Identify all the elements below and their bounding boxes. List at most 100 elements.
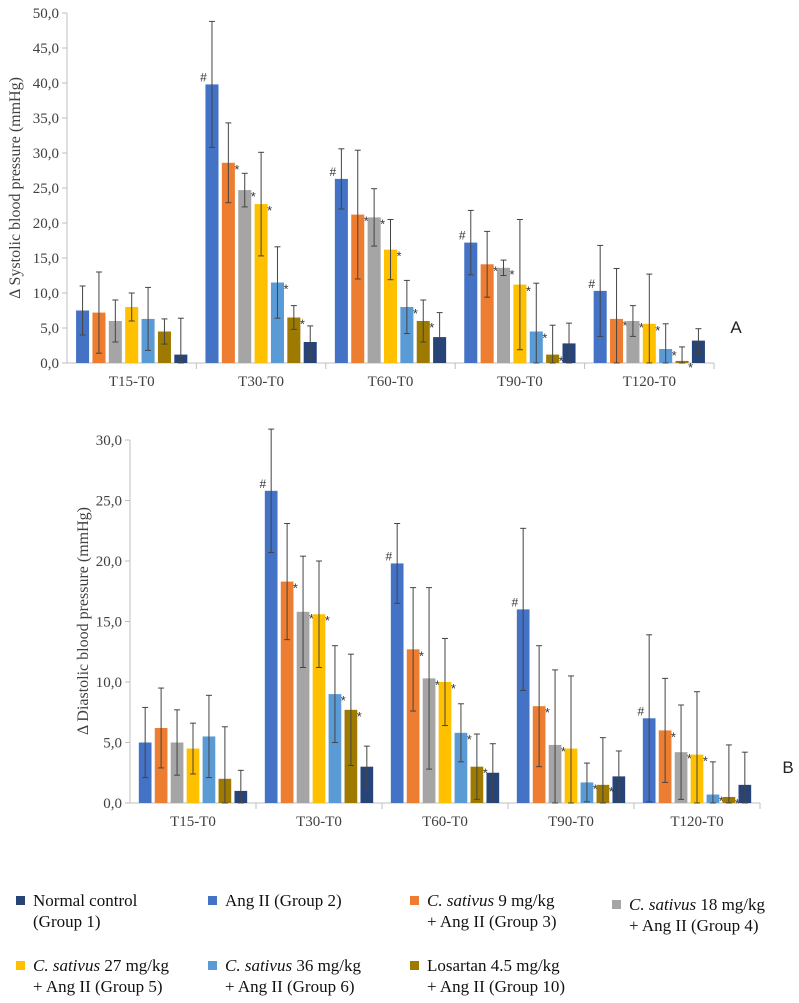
panel-a-bar xyxy=(270,282,284,363)
panel-b-significance-mark: * xyxy=(293,581,298,596)
panel-a-x-tick-label: T30-T0 xyxy=(238,374,284,390)
panel-b-y-tick-label: 15,0 xyxy=(96,615,122,631)
panel-a-bar xyxy=(497,267,511,363)
panel-a-bar xyxy=(205,84,219,364)
panel-a-y-tick-label: 20,0 xyxy=(33,216,59,232)
legend-swatch xyxy=(410,896,419,905)
panel-a-bar xyxy=(383,249,398,363)
figure-canvas: 0,0 5,0 10,0 15,0 20,0 25,0 30,0 35,0 40,0 45,0 50… xyxy=(7,6,794,830)
panel-b-significance-mark: * xyxy=(703,754,708,769)
panel-b-bar xyxy=(328,694,342,803)
panel-b-bar xyxy=(312,614,326,803)
panel-b-significance-mark: # xyxy=(385,549,392,563)
panel-b-bar xyxy=(186,748,200,803)
panel-a-y-tick-label: 50,0 xyxy=(33,6,59,22)
panel-b-significance-mark: * xyxy=(561,744,566,759)
panel-a-significance-mark: # xyxy=(200,70,207,84)
legend-swatch xyxy=(410,961,419,970)
panel-b-bar xyxy=(406,649,420,803)
panel-a-label: A xyxy=(730,318,742,337)
panel-b-significance-mark: * xyxy=(309,611,314,626)
legend-swatch xyxy=(16,896,25,905)
panel-a-significance-mark: * xyxy=(234,162,239,177)
panel-b-significance-mark: * xyxy=(357,709,362,724)
panel-a-x-tick-label: T90-T0 xyxy=(497,374,543,390)
panel-a-significance-mark: * xyxy=(510,267,515,282)
panel-b-significance-mark: * xyxy=(325,613,330,628)
panel-a-bar xyxy=(480,264,494,363)
panel-a-y-tick-label: 15,0 xyxy=(33,251,59,267)
panel-a-bar xyxy=(238,190,252,363)
legend-label: Losartan 4.5 mg/kg + Ang II (Group 10) xyxy=(427,956,566,996)
panel-a-bar xyxy=(367,217,381,363)
panel-b-significance-mark: * xyxy=(593,781,598,796)
panel-a-y-tick-label: 5,0 xyxy=(40,321,59,337)
legend-label: Normal control (Group 1) xyxy=(33,891,138,931)
panel-a-significance-mark: * xyxy=(639,320,644,335)
panel-a-bar xyxy=(221,162,235,363)
panel-b-y-tick-label: 0,0 xyxy=(103,796,122,812)
legend-label: C. sativus 36 mg/kg + Ang II (Group 6) xyxy=(225,956,362,996)
panel-b-significance-mark: * xyxy=(435,677,440,692)
panel-b-bar xyxy=(280,581,294,803)
panel-b-significance-mark: * xyxy=(719,794,724,809)
panel-a-y-axis-label: Δ Systolic blood pressure (mmHg) xyxy=(7,77,24,299)
legend-item-cs-18: C. sativus 18 mg/kg + Ang II (Group 4) xyxy=(612,894,765,936)
panel-b-bar xyxy=(516,609,530,803)
legend-label: C. sativus 18 mg/kg + Ang II (Group 4) xyxy=(629,895,766,935)
panel-b-significance-mark: * xyxy=(341,693,346,708)
panel-b-bar xyxy=(454,732,468,803)
panel-b-bar xyxy=(296,611,310,803)
panel-b-y-tick-label: 20,0 xyxy=(96,554,122,570)
legend-item-ang-ii: Ang II (Group 2) xyxy=(208,890,342,911)
panel-b-significance-mark: * xyxy=(483,766,488,781)
panel-a-x-tick-label: T60-T0 xyxy=(368,374,414,390)
panel-a-bar xyxy=(464,242,478,363)
panel-a-bar xyxy=(351,214,365,363)
panel-b-bar xyxy=(390,563,404,803)
legend-swatch xyxy=(16,961,25,970)
legend-item-cs-27: C. sativus 27 mg/kg + Ang II (Group 5) xyxy=(16,955,169,997)
panel-a-significance-mark: * xyxy=(688,360,693,375)
panel-b-significance-mark: * xyxy=(609,784,614,799)
panel-b-significance-mark: # xyxy=(259,477,266,491)
panel-a-significance-mark: * xyxy=(542,331,547,346)
panel-b-y-tick-label: 25,0 xyxy=(96,494,122,510)
panel-b-significance-mark: * xyxy=(671,729,676,744)
panel-b-y-axis-label: Δ Diastolic blood pressure (mmHg) xyxy=(75,507,92,735)
panel-a-significance-mark: * xyxy=(300,317,305,332)
panel-b-x-tick-label: T60-T0 xyxy=(422,814,468,830)
panel-b-significance-mark: * xyxy=(545,705,550,720)
panel-a-significance-mark: * xyxy=(251,189,256,204)
legend-swatch xyxy=(208,961,217,970)
panel-a-bar xyxy=(400,307,414,363)
panel-b-label: B xyxy=(782,758,793,777)
panel-a-x-tick-label: T120-T0 xyxy=(623,374,676,390)
panel-a-x-tick-label: T15-T0 xyxy=(109,374,155,390)
panel-a-bar xyxy=(287,317,301,363)
panel-a-bar xyxy=(334,178,348,363)
panel-a-bar xyxy=(76,310,90,363)
legend-label: C. sativus 27 mg/kg + Ang II (Group 5) xyxy=(33,956,170,996)
panel-a-y-tick-label: 30,0 xyxy=(33,146,59,162)
panel-b-bar xyxy=(264,490,278,803)
legend-swatch xyxy=(612,900,621,909)
panel-a-y-tick-label: 40,0 xyxy=(33,76,59,92)
panel-a-bar xyxy=(254,204,268,363)
panel-a-significance-mark: * xyxy=(429,320,434,335)
panel-a-significance-mark: * xyxy=(672,348,677,363)
panel-a-significance-mark: * xyxy=(526,284,531,299)
panel-a-y-tick-label: 35,0 xyxy=(33,111,59,127)
panel-a-bar xyxy=(626,321,640,363)
legend-swatch xyxy=(208,896,217,905)
panel-b-bar xyxy=(438,682,452,803)
panel-a-significance-mark: * xyxy=(559,354,564,369)
panel-a-significance-mark: * xyxy=(655,323,660,338)
legend: Normal control (Group 1) Ang II (Group 2… xyxy=(0,880,799,1003)
panel-b-significance-mark: * xyxy=(735,796,740,811)
panel-a-significance-mark: * xyxy=(413,306,418,321)
legend-item-cs-36: C. sativus 36 mg/kg + Ang II (Group 6) xyxy=(208,955,361,997)
panel-b-y-tick-label: 10,0 xyxy=(96,675,122,691)
panel-b-significance-mark: # xyxy=(511,595,518,609)
panel-b-significance-mark: * xyxy=(687,751,692,766)
